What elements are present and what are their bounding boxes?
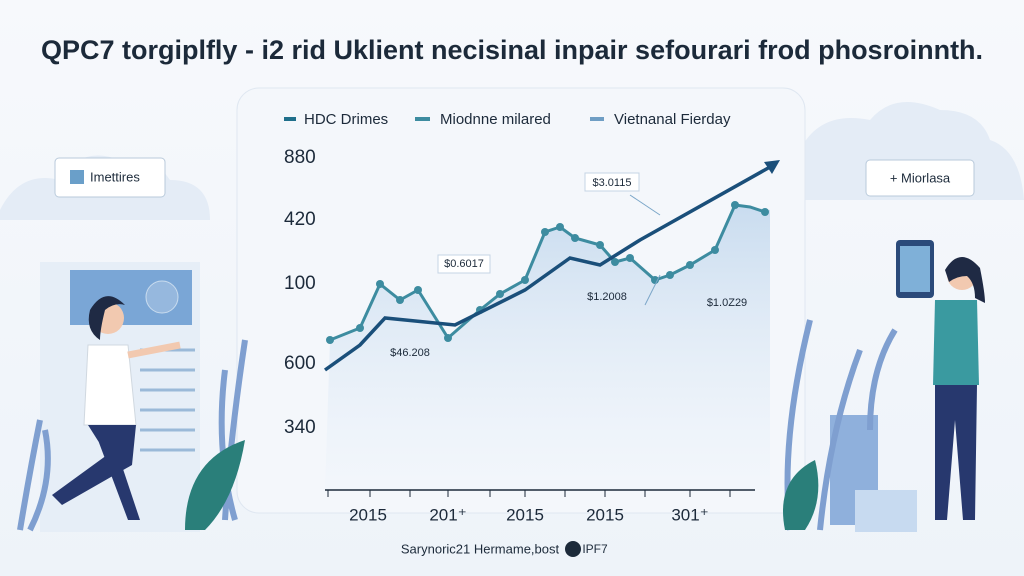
footer-icon <box>565 541 581 557</box>
line-markers <box>326 201 769 344</box>
y-label: 340 <box>284 417 316 438</box>
person-shirt <box>933 300 979 385</box>
title: QPC7 torgiplfly - i2 rid Uklient necisin… <box>41 35 983 65</box>
legend-label: Vietnanal Fierday <box>614 111 731 128</box>
area <box>325 205 770 490</box>
footer-text: Sarynoric21 Hermame,bost <box>401 541 560 556</box>
person-legs <box>935 385 977 520</box>
person-hair <box>88 296 125 340</box>
pointer <box>644 274 661 306</box>
screen-icon <box>145 280 179 314</box>
x-label: 2015 <box>586 505 624 524</box>
button-label: + Miorlasa <box>890 170 951 185</box>
x-ticks <box>327 490 731 497</box>
annotation: $1.0Z29 <box>707 297 747 309</box>
left-button[interactable] <box>54 157 166 198</box>
y-label: 420 <box>284 209 316 230</box>
box <box>855 490 917 532</box>
leaf <box>185 440 245 530</box>
line-teal <box>329 203 766 342</box>
x-label: 2015 <box>349 505 387 524</box>
person-shirt <box>83 344 137 426</box>
person-hair <box>945 256 985 303</box>
button-icon <box>70 170 84 184</box>
right-button[interactable] <box>865 159 975 197</box>
annotation-box <box>584 172 640 192</box>
legend-label: Miodnne milared <box>440 111 551 128</box>
annotation: $3.0115 <box>593 177 632 189</box>
x-label: 2015 <box>506 505 544 524</box>
y-label: 880 <box>284 147 316 168</box>
footer-badge: IPF7 <box>582 542 608 556</box>
x-label: 201⁺ <box>429 505 466 524</box>
plant <box>17 339 248 532</box>
annotation: $1.2008 <box>587 291 627 303</box>
annotation-box <box>437 254 491 274</box>
y-label: 600 <box>284 353 316 374</box>
button-label: Imettires <box>90 169 140 184</box>
line-dark <box>323 165 771 372</box>
legend: HDC Drimes Miodnne milared Vietnanal Fie… <box>284 111 731 128</box>
annotation: $0.6017 <box>444 258 484 270</box>
leaf <box>783 460 819 530</box>
person-arm <box>127 341 181 359</box>
person-legs <box>52 425 140 520</box>
x-label: 301⁺ <box>671 505 708 524</box>
arrow-head <box>764 160 780 174</box>
legend-label: HDC Drimes <box>304 111 388 128</box>
tablet-screen <box>900 246 930 292</box>
y-label: 100 <box>284 273 316 294</box>
pointer <box>629 194 661 216</box>
annotation: $46.208 <box>390 347 430 359</box>
